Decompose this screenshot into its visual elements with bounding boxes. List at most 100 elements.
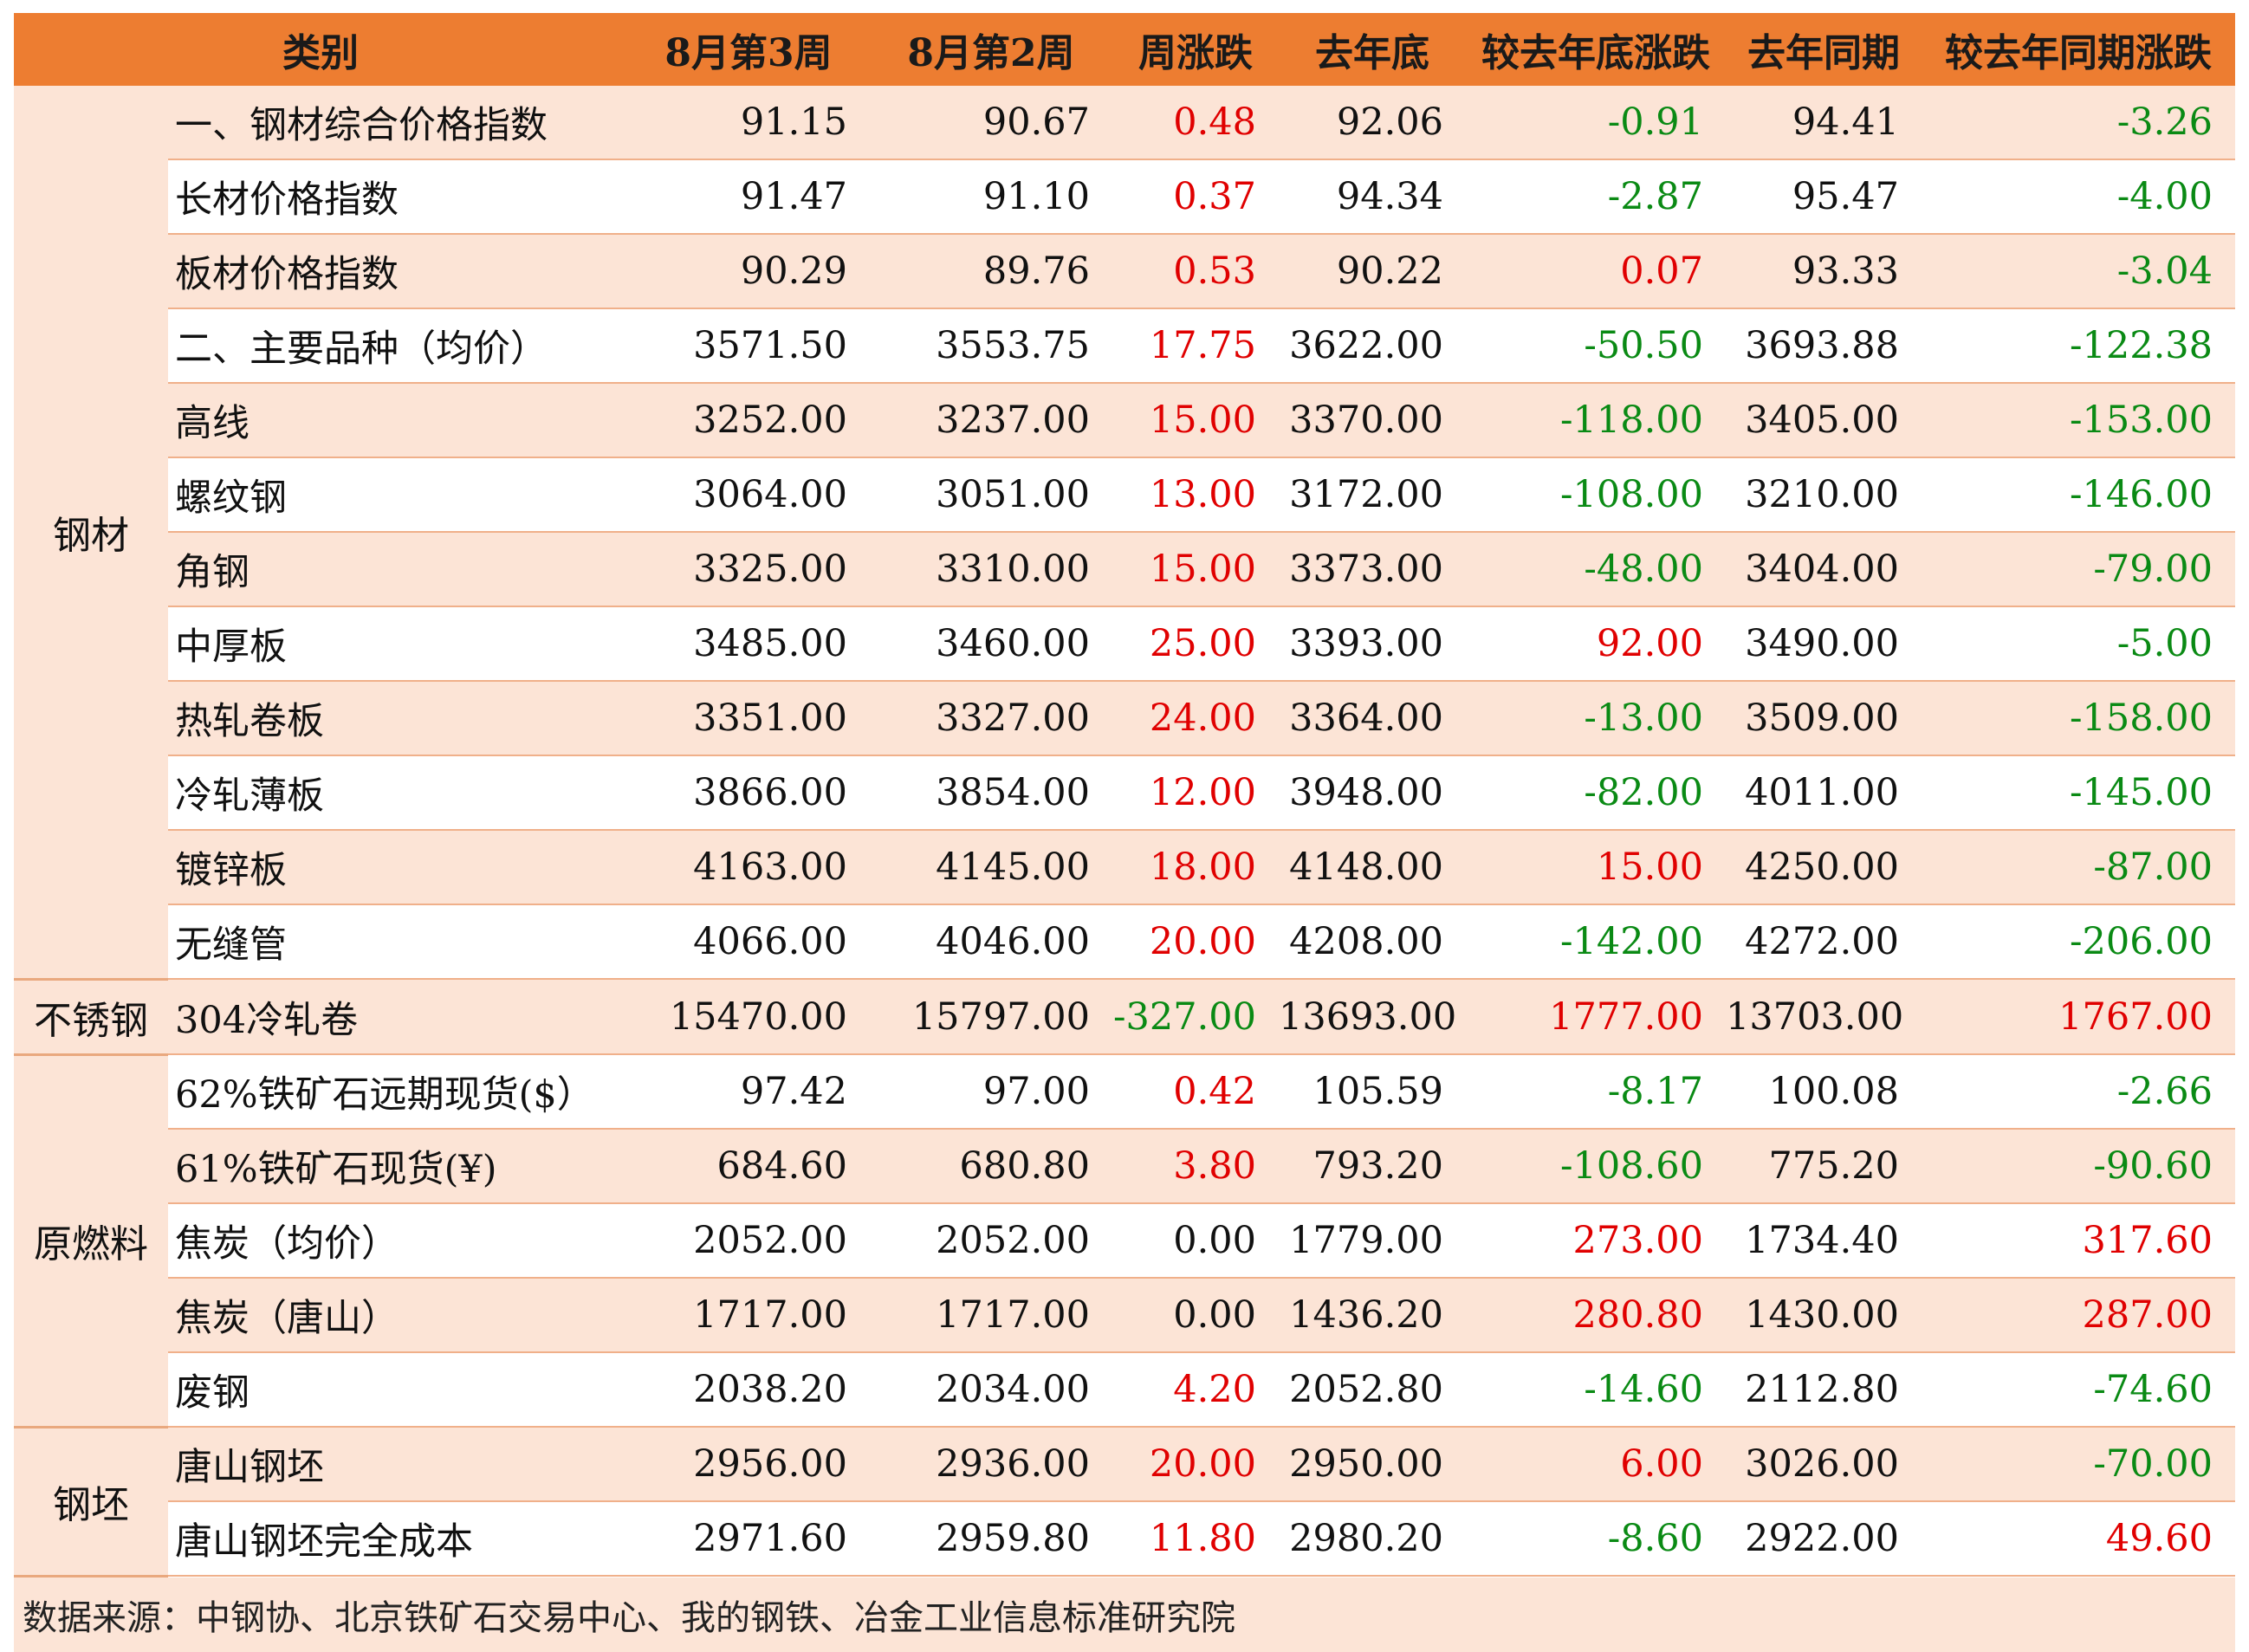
value-cell: 95.47: [1726, 159, 1922, 235]
item-name: 焦炭（均价）: [168, 1203, 627, 1279]
item-name: 中厚板: [168, 606, 627, 682]
value-cell: 4066.00: [627, 904, 870, 980]
value-cell: 0.07: [1466, 234, 1726, 309]
value-cell: 13703.00: [1726, 979, 1922, 1055]
header-week2: 8月第2周: [870, 13, 1112, 86]
value-cell: 2052.00: [870, 1203, 1112, 1279]
value-cell: 1767.00: [1922, 979, 2235, 1055]
table-row: 废钢 2038.20 2034.00 4.20 2052.80 -14.60 2112.80…: [14, 1352, 2235, 1428]
header-week3: 8月第3周: [627, 13, 870, 86]
table-row: 焦炭（均价） 2052.00 2052.00 0.00 1779.00 273.00 173…: [14, 1203, 2235, 1279]
value-cell: 0.42: [1112, 1054, 1279, 1130]
value-cell: 0.48: [1112, 86, 1279, 160]
value-cell: 3393.00: [1279, 606, 1466, 682]
value-cell: 4046.00: [870, 904, 1112, 980]
table-row: 镀锌板 4163.00 4145.00 18.00 4148.00 15.00 4250.0…: [14, 830, 2235, 905]
value-cell: 13.00: [1112, 457, 1279, 533]
value-cell: -0.91: [1466, 86, 1726, 160]
item-name: 热轧卷板: [168, 681, 627, 756]
value-cell: -82.00: [1466, 755, 1726, 831]
value-cell: 1717.00: [627, 1278, 870, 1353]
value-cell: 97.00: [870, 1054, 1112, 1130]
source-note: 数据来源：中钢协、北京铁矿石交易中心、我的钢铁、冶金工业信息标准研究院: [14, 1576, 2235, 1652]
item-name: 61%铁矿石现货(¥): [168, 1129, 627, 1204]
category-cell: 钢坯: [14, 1427, 168, 1577]
value-cell: -146.00: [1922, 457, 2235, 533]
value-cell: 24.00: [1112, 681, 1279, 756]
value-cell: 3325.00: [627, 532, 870, 607]
value-cell: 2038.20: [627, 1352, 870, 1428]
table-row: 冷轧薄板 3866.00 3854.00 12.00 3948.00 -82.00 4011…: [14, 755, 2235, 831]
value-cell: 2052.80: [1279, 1352, 1466, 1428]
category-cell: 原燃料: [14, 1054, 168, 1428]
value-cell: 3327.00: [870, 681, 1112, 756]
value-cell: 15797.00: [870, 979, 1112, 1055]
value-cell: 3622.00: [1279, 308, 1466, 384]
header-weekly-change: 周涨跌: [1112, 13, 1279, 86]
item-name: 二、主要品种（均价）: [168, 308, 627, 384]
table-row: 钢材 一、钢材综合价格指数 91.15 90.67 0.48 92.06 -0.91 94.4…: [14, 86, 2235, 981]
table-row: 原燃料 62%铁矿石远期现货($） 97.42 97.00 0.42 105.59 -8.1…: [14, 1054, 2235, 1428]
value-cell: 684.60: [627, 1129, 870, 1204]
value-cell: 0.00: [1112, 1203, 1279, 1279]
item-name: 高线: [168, 383, 627, 458]
value-cell: 12.00: [1112, 755, 1279, 831]
table-body: 钢材 一、钢材综合价格指数 91.15 90.67 0.48 92.06 -0.91 94.4…: [14, 86, 2235, 1577]
value-cell: 3373.00: [1279, 532, 1466, 607]
value-cell: 280.80: [1466, 1278, 1726, 1353]
value-cell: 317.60: [1922, 1203, 2235, 1279]
value-cell: 13693.00: [1279, 979, 1466, 1055]
value-cell: 3364.00: [1279, 681, 1466, 756]
table-row: 无缝管 4066.00 4046.00 20.00 4208.00 -142.00 4272…: [14, 904, 2235, 980]
value-cell: 91.15: [627, 86, 870, 160]
value-cell: 3405.00: [1726, 383, 1922, 458]
value-cell: -3.26: [1922, 86, 2235, 160]
value-cell: 273.00: [1466, 1203, 1726, 1279]
item-name: 唐山钢坯完全成本: [168, 1501, 627, 1577]
table-row: 热轧卷板 3351.00 3327.00 24.00 3364.00 -13.00 3509…: [14, 681, 2235, 756]
table-header: 类别 8月第3周 8月第2周 周涨跌 去年底 较去年底涨跌 去年同期 较去年同期…: [14, 13, 2235, 86]
value-cell: 91.47: [627, 159, 870, 235]
item-name: 冷轧薄板: [168, 755, 627, 831]
table-row: 不锈钢 304冷轧卷 15470.00 15797.00 -327.00 13693.00…: [14, 979, 2235, 1056]
value-cell: 49.60: [1922, 1501, 2235, 1577]
value-cell: -108.60: [1466, 1129, 1726, 1204]
item-name: 镀锌板: [168, 830, 627, 905]
value-cell: -118.00: [1466, 383, 1726, 458]
header-last-year-end: 去年底: [1279, 13, 1466, 86]
value-cell: -14.60: [1466, 1352, 1726, 1428]
value-cell: 3237.00: [870, 383, 1112, 458]
value-cell: 793.20: [1279, 1129, 1466, 1204]
value-cell: -13.00: [1466, 681, 1726, 756]
value-cell: 3026.00: [1726, 1427, 1922, 1502]
value-cell: -4.00: [1922, 159, 2235, 235]
value-cell: 3866.00: [627, 755, 870, 831]
value-cell: 3490.00: [1726, 606, 1922, 682]
value-cell: 0.00: [1112, 1278, 1279, 1353]
value-cell: -206.00: [1922, 904, 2235, 980]
value-cell: 1430.00: [1726, 1278, 1922, 1353]
value-cell: 3460.00: [870, 606, 1112, 682]
value-cell: -145.00: [1922, 755, 2235, 831]
value-cell: 1717.00: [870, 1278, 1112, 1353]
value-cell: -158.00: [1922, 681, 2235, 756]
value-cell: 1436.20: [1279, 1278, 1466, 1353]
table-row: 焦炭（唐山） 1717.00 1717.00 0.00 1436.20 280.80 143…: [14, 1278, 2235, 1353]
value-cell: 4163.00: [627, 830, 870, 905]
value-cell: 3172.00: [1279, 457, 1466, 533]
item-name: 焦炭（唐山）: [168, 1278, 627, 1353]
value-cell: 2950.00: [1279, 1427, 1466, 1502]
value-cell: 94.34: [1279, 159, 1466, 235]
value-cell: 1734.40: [1726, 1203, 1922, 1279]
value-cell: 20.00: [1112, 1427, 1279, 1502]
value-cell: 2922.00: [1726, 1501, 1922, 1577]
value-cell: 3.80: [1112, 1129, 1279, 1204]
value-cell: 89.76: [870, 234, 1112, 309]
header-change-vs-same-period: 较去年同期涨跌: [1922, 13, 2235, 86]
value-cell: 3553.75: [870, 308, 1112, 384]
value-cell: 3693.88: [1726, 308, 1922, 384]
value-cell: -2.66: [1922, 1054, 2235, 1130]
value-cell: 18.00: [1112, 830, 1279, 905]
value-cell: -74.60: [1922, 1352, 2235, 1428]
value-cell: 3948.00: [1279, 755, 1466, 831]
